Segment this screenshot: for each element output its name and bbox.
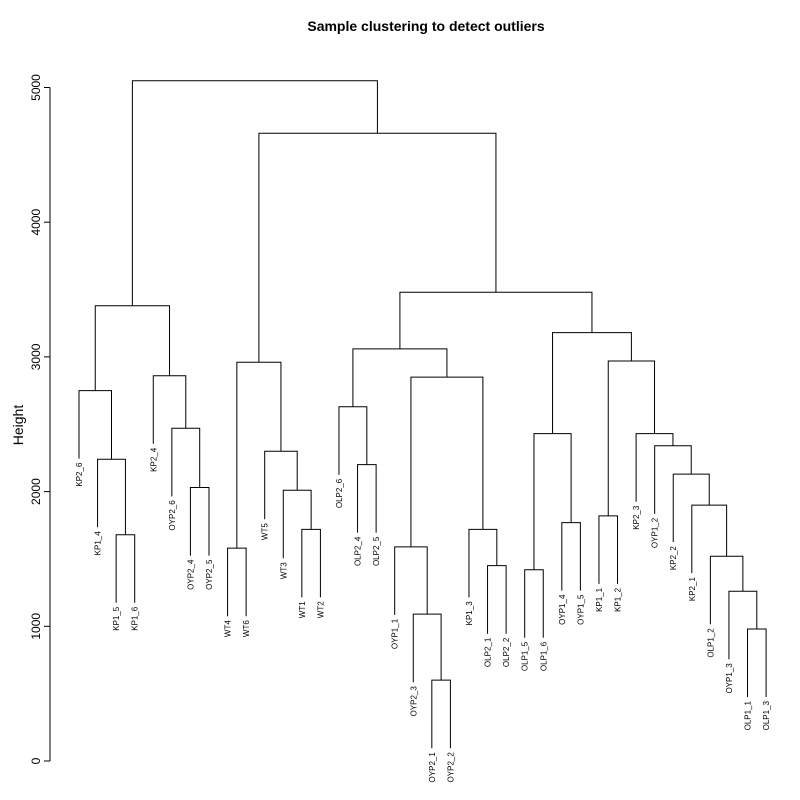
dendrogram-branch — [301, 528, 321, 598]
leaf-label: KP1_4 — [94, 531, 103, 556]
dendrogram-branch — [747, 628, 767, 698]
dendrogram-branch — [412, 613, 442, 683]
dendrogram-branch — [399, 291, 593, 349]
leaf-label: OYP1_3 — [725, 663, 734, 694]
dendrogram-branches — [78, 80, 767, 749]
dendrogram-branch — [561, 522, 581, 591]
leaf-label: OYP1_5 — [576, 594, 585, 625]
leaf-label: KP2_6 — [75, 462, 84, 487]
y-axis-label: Height — [10, 405, 26, 446]
dendrogram-branch — [487, 565, 507, 634]
leaf-label: KP1_1 — [595, 587, 604, 612]
leaf-label: KP2_2 — [669, 546, 678, 571]
leaf-label: KP2_4 — [149, 447, 158, 472]
leaf-label: KP1_5 — [112, 606, 121, 631]
dendrogram-branch — [672, 473, 710, 543]
y-tick-label: 2000 — [29, 478, 43, 505]
leaf-label: OLP2_5 — [372, 536, 381, 566]
dendrogram-branch — [282, 489, 312, 559]
dendrogram-branch — [709, 555, 744, 625]
dendrogram-branch — [357, 464, 377, 533]
leaf-label: WT2 — [316, 601, 325, 618]
leaf-label: OLP1_3 — [762, 700, 771, 730]
y-tick-label: 0 — [29, 757, 43, 764]
dendrogram-branch — [728, 590, 758, 660]
leaf-label: OLP2_4 — [354, 536, 363, 566]
leaf-label: OLP2_6 — [335, 478, 344, 508]
dendrogram-branch — [431, 679, 451, 749]
leaf-label: OYP1_4 — [558, 594, 567, 625]
leaf-label: KP1_3 — [465, 601, 474, 626]
leaf-label: WT6 — [242, 620, 251, 637]
leaf-label: OYP2_4 — [186, 559, 195, 590]
leaf-label: OLP1_5 — [521, 641, 530, 671]
leaf-label: WT1 — [298, 601, 307, 618]
dendrogram-branch — [691, 504, 728, 574]
leaf-label: WT5 — [261, 523, 270, 540]
dendrogram-branch — [524, 569, 544, 638]
dendrogram-branch — [533, 433, 572, 570]
y-tick-label: 4000 — [29, 209, 43, 236]
leaf-label: OLP1_6 — [539, 641, 548, 671]
leaf-label: OLP2_2 — [502, 637, 511, 667]
leaf-label: OYP2_5 — [205, 559, 214, 590]
leaf-label: OYP2_1 — [428, 752, 437, 783]
leaf-label: KP2_3 — [632, 505, 641, 530]
dendrogram-branch — [236, 361, 282, 549]
dendrogram-branch — [264, 450, 298, 520]
dendrogram-branch — [131, 80, 378, 306]
leaf-label: OLP1_2 — [706, 628, 715, 658]
dendrogram-branch — [78, 390, 112, 460]
leaf-label: WT3 — [279, 562, 288, 579]
leaf-label: KP1_6 — [131, 606, 140, 631]
leaf-label: OLP1_1 — [744, 700, 753, 730]
dendrogram-branch — [598, 515, 619, 584]
dendrogram-branch — [152, 375, 187, 444]
dendrogram-branch — [94, 305, 171, 391]
leaf-label: OYP2_3 — [409, 686, 418, 717]
dendrogram-branch — [189, 487, 210, 556]
y-tick-label: 5000 — [29, 74, 43, 101]
leaf-label: OLP2_1 — [484, 637, 493, 667]
leaf-label: WT4 — [224, 620, 233, 637]
dendrogram-branch — [352, 348, 448, 407]
leaf-label: OYP1_1 — [391, 618, 400, 649]
y-tick-label: 3000 — [29, 343, 43, 370]
leaf-label: KP1_2 — [614, 587, 623, 612]
y-axis: 0 1000 2000 3000 4000 5000 — [29, 74, 51, 764]
chart-title: Sample clustering to detect outliers — [307, 18, 544, 34]
dendrogram-branch — [394, 546, 428, 615]
leaf-label: OYP1_2 — [651, 517, 660, 548]
y-tick-label: 1000 — [29, 613, 43, 640]
dendrogram-branch — [468, 528, 498, 598]
leaf-label: OYP2_6 — [168, 500, 177, 531]
dendrogram-branch — [258, 132, 497, 363]
leaf-label: KP2_1 — [688, 577, 697, 602]
dendrogram-branch — [552, 332, 632, 434]
dendrogram-branch — [97, 458, 126, 535]
dendrogram-branch — [171, 427, 201, 497]
dendrogram-branch — [227, 547, 247, 617]
leaf-labels: KP2_6 KP1_4 KP1_5 KP1_6 KP2_4 OYP2_6 OYP2_4 OYP… — [75, 447, 771, 782]
leaf-label: OYP2_2 — [446, 752, 455, 783]
dendrogram-branch — [607, 360, 656, 516]
dendrogram-branch — [115, 534, 136, 603]
dendrogram-branch — [410, 376, 484, 547]
